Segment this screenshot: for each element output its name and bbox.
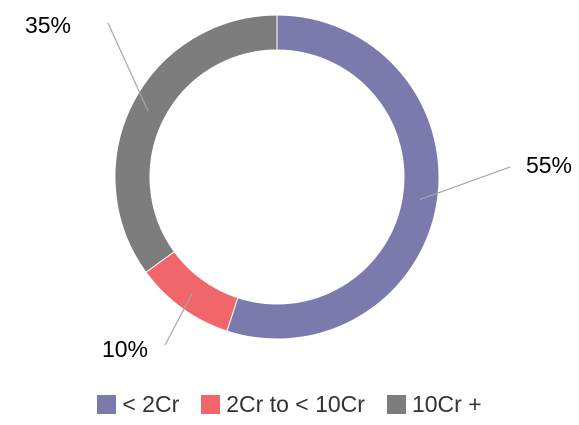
leader-lines: [107, 22, 511, 346]
donut-slice-1: [145, 250, 239, 332]
data-label-0: 55%: [526, 152, 572, 178]
legend-item-2: 10Cr +: [386, 390, 482, 418]
data-label-1: 10%: [102, 336, 148, 362]
legend-label-1: 2Cr to < 10Cr: [226, 390, 365, 417]
data-labels: 55% 10% 35%: [25, 12, 572, 362]
legend-item-1: 2Cr to < 10Cr: [201, 391, 365, 418]
legend-item-0: < 2Cr: [97, 391, 179, 418]
legend-swatch-0: [97, 394, 117, 414]
leader-line-0: [419, 166, 511, 201]
legend-label-2: 10Cr +: [411, 390, 482, 417]
legend-swatch-2: [386, 394, 406, 414]
data-label-2: 35%: [25, 12, 71, 38]
leader-line-2: [107, 22, 149, 112]
donut-slices: [114, 14, 440, 340]
leader-line-1: [164, 293, 193, 346]
legend-label-0: < 2Cr: [122, 390, 180, 417]
donut-slice-2: [114, 14, 278, 273]
legend-swatch-1: [201, 394, 221, 414]
legend: < 2Cr 2Cr to < 10Cr 10Cr +: [0, 389, 579, 419]
donut-slice-0: [226, 14, 440, 340]
